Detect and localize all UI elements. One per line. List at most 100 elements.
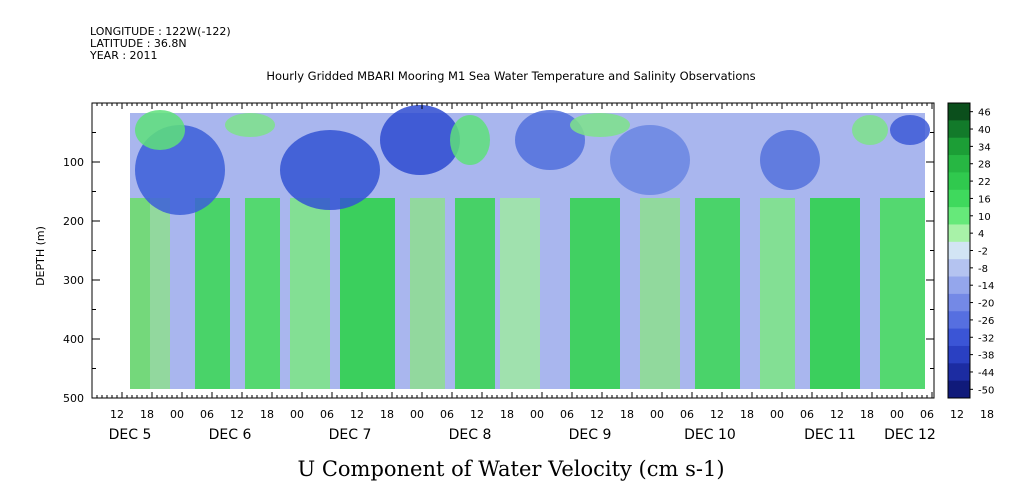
colorbar-label: -32 [978,333,994,344]
colorbar-label: -14 [978,281,994,292]
colorbar-label: 28 [978,160,991,171]
colorbar-label: -38 [978,351,994,362]
x-tick-label: 18 [260,408,274,421]
heatmap-band [455,198,495,389]
y-axis-label: DEPTH (m) [34,226,47,286]
x-day-label: DEC 7 [329,427,372,443]
colorbar-swatch [948,224,970,243]
y-tick-label: 100 [63,156,84,169]
x-tick-label: 12 [110,408,124,421]
colorbar-swatch [948,345,970,364]
x-tick-label: 18 [860,408,874,421]
heatmap-blob [760,130,820,190]
heatmap-band [195,198,230,389]
x-day-label: DEC 11 [804,427,856,443]
heatmap-band [150,198,170,389]
colorbar-swatch [948,207,970,225]
x-tick-label: 18 [620,408,634,421]
heatmap-band [810,198,860,389]
heatmap-band [695,198,740,389]
x-tick-label: 06 [680,408,694,421]
heatmap-band [880,198,925,389]
heatmap-band [640,198,680,389]
colorbar-label: 22 [978,177,991,188]
heatmap-blob [570,113,630,137]
x-tick-label: 06 [320,408,334,421]
colorbar-swatch [948,276,970,295]
colorbar-swatch [948,172,970,191]
x-tick-label: 12 [950,408,964,421]
heatmap-blob [450,115,490,165]
colorbar-label: 4 [978,229,984,240]
x-tick-label: 18 [380,408,394,421]
heatmap-band [340,198,395,389]
heatmap-blob [890,115,930,145]
y-tick-label: 300 [63,274,84,287]
colorbar-label: -50 [978,385,994,396]
heatmap-blob [225,113,275,137]
plot-area [130,105,930,389]
heatmap-blob [135,110,185,150]
x-tick-label: 18 [140,408,154,421]
colorbar-label: 16 [978,194,991,205]
colorbar-swatch [948,137,970,156]
chart-title: Hourly Gridded MBARI Mooring M1 Sea Wate… [266,69,755,83]
x-tick-label: 00 [530,408,544,421]
colorbar-label: -26 [978,316,994,327]
y-tick-label: 500 [63,392,84,405]
x-tick-label: 12 [350,408,364,421]
heatmap-blob [380,105,460,175]
colorbar-swatch [948,380,970,399]
colorbar-swatch [948,363,970,382]
x-day-label: DEC 8 [449,427,492,443]
x-tick-label: 00 [290,408,304,421]
x-tick-label: 18 [980,408,994,421]
colorbar-label: 10 [978,212,991,223]
colorbar-label: -2 [978,247,988,258]
heatmap-band [245,198,280,389]
colorbar-swatch [948,259,970,278]
colorbar-swatch [948,189,970,208]
colorbar-swatch [948,155,970,173]
y-tick-label: 400 [63,333,84,346]
heatmap-band [760,198,795,389]
colorbar-swatch [948,241,970,260]
x-tick-label: 00 [890,408,904,421]
longitude-label: LONGITUDE : 122W(-122) [90,25,231,38]
heatmap-band [500,198,540,389]
heatmap-band [130,198,150,389]
year-label: YEAR : 2011 [90,49,158,62]
x-tick-label: 06 [200,408,214,421]
x-tick-label: 18 [500,408,514,421]
colorbar-swatch [948,103,970,121]
colorbar-swatch [948,293,970,312]
colorbar-label: 40 [978,125,991,136]
colorbar-label: -8 [978,264,988,275]
x-tick-label: 12 [470,408,484,421]
x-axis-label: U Component of Water Velocity (cm s-1) [297,457,724,481]
colorbar-swatch [948,311,970,330]
x-day-label: DEC 10 [684,427,736,443]
x-tick-label: 06 [800,408,814,421]
x-tick-label: 12 [830,408,844,421]
x-tick-label: 06 [560,408,574,421]
x-tick-label: 12 [710,408,724,421]
colorbar-swatch [948,120,970,139]
x-tick-label: 00 [410,408,424,421]
colorbar-label: 34 [978,142,991,153]
x-day-label: DEC 5 [109,427,152,443]
heatmap-band [290,198,330,389]
heatmap-band [410,198,445,389]
x-tick-label: 06 [440,408,454,421]
colorbar-label: -20 [978,299,994,310]
x-tick-label: 00 [650,408,664,421]
x-tick-label: 06 [920,408,934,421]
x-day-label: DEC 12 [884,427,936,443]
latitude-label: LATITUDE : 36.8N [90,37,187,50]
heatmap-blob [515,110,585,170]
heatmap-blob [280,130,380,210]
x-tick-label: 00 [770,408,784,421]
x-day-label: DEC 9 [569,427,612,443]
